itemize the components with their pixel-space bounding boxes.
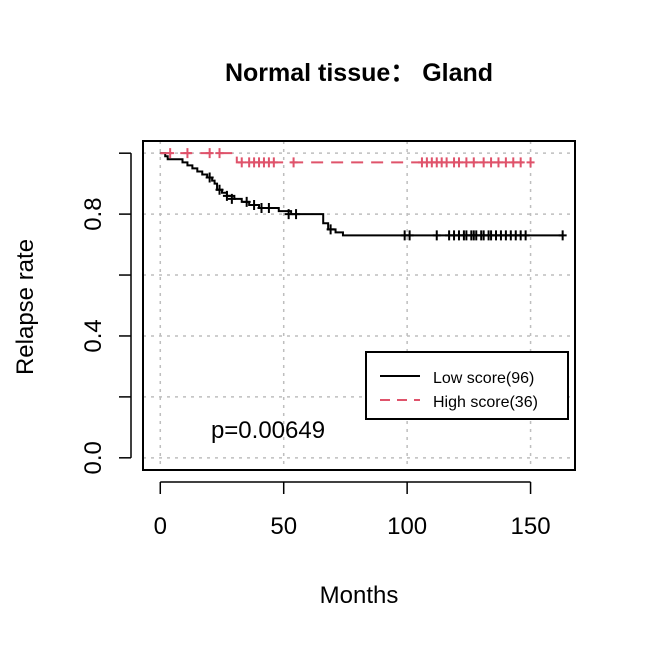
censor-mark-low-7 — [264, 203, 273, 214]
x-axis-label: Months — [320, 582, 399, 609]
censor-mark-low-5 — [250, 199, 259, 210]
legend-label-high: High score(36) — [433, 394, 538, 411]
censor-mark-low-33 — [558, 230, 567, 241]
censor-mark-high-1 — [183, 148, 192, 159]
censor-mark-low-2 — [222, 190, 231, 201]
censor-mark-high-2 — [205, 148, 214, 159]
censor-mark-high-3 — [215, 148, 224, 159]
censor-mark-low-13 — [432, 230, 441, 241]
censor-mark-high-24 — [494, 157, 503, 168]
y-tick-label-4: 0.8 — [80, 197, 107, 230]
y-tick-label-0: 0.0 — [80, 441, 107, 474]
censor-mark-low-3 — [227, 193, 236, 204]
censor-mark-high-21 — [469, 157, 478, 168]
series-line-high — [160, 152, 531, 164]
series-line-low — [160, 152, 563, 237]
censor-mark-high-28 — [526, 157, 535, 168]
censor-mark-high-26 — [509, 157, 518, 168]
censor-mark-low-10 — [326, 224, 335, 235]
censor-mark-low-8 — [284, 209, 293, 220]
censor-mark-low-4 — [242, 196, 251, 207]
censor-mark-high-10 — [269, 157, 278, 168]
p-value-annotation: p=0.00649 — [211, 417, 325, 444]
censor-mark-high-17 — [442, 157, 451, 168]
x-tick-label-1: 50 — [270, 513, 297, 540]
censor-mark-low-32 — [521, 230, 530, 241]
grid — [143, 141, 575, 470]
censor-mark-high-20 — [462, 157, 471, 168]
legend: Low score(96) High score(36) — [365, 351, 569, 420]
censor-mark-high-11 — [289, 157, 298, 168]
x-tick-label-2: 100 — [387, 513, 427, 540]
series-group — [160, 148, 567, 241]
legend-box — [365, 351, 569, 420]
censor-mark-high-27 — [516, 157, 525, 168]
plot-frame — [142, 140, 576, 471]
x-tick-label-3: 150 — [511, 513, 551, 540]
censor-mark-high-0 — [166, 148, 175, 159]
censor-mark-high-25 — [501, 157, 510, 168]
legend-label-low: Low score(96) — [433, 370, 534, 387]
censor-mark-high-22 — [479, 157, 488, 168]
y-axis-label: Relapse rate — [12, 239, 39, 375]
censor-mark-low-0 — [205, 172, 214, 183]
censor-mark-low-9 — [292, 209, 301, 220]
censor-mark-low-6 — [257, 203, 266, 214]
censor-mark-high-19 — [454, 157, 463, 168]
chart-title: Normal tissue： Gland — [225, 59, 493, 87]
censor-mark-high-4 — [237, 157, 246, 168]
x-tick-label-0: 0 — [154, 513, 167, 540]
censor-mark-high-23 — [487, 157, 496, 168]
axes: 0 50 100 150 0.0 0.4 0.8 — [80, 152, 551, 540]
censor-mark-low-1 — [215, 184, 224, 195]
censor-mark-low-12 — [405, 230, 414, 241]
y-tick-label-2: 0.4 — [80, 319, 107, 352]
